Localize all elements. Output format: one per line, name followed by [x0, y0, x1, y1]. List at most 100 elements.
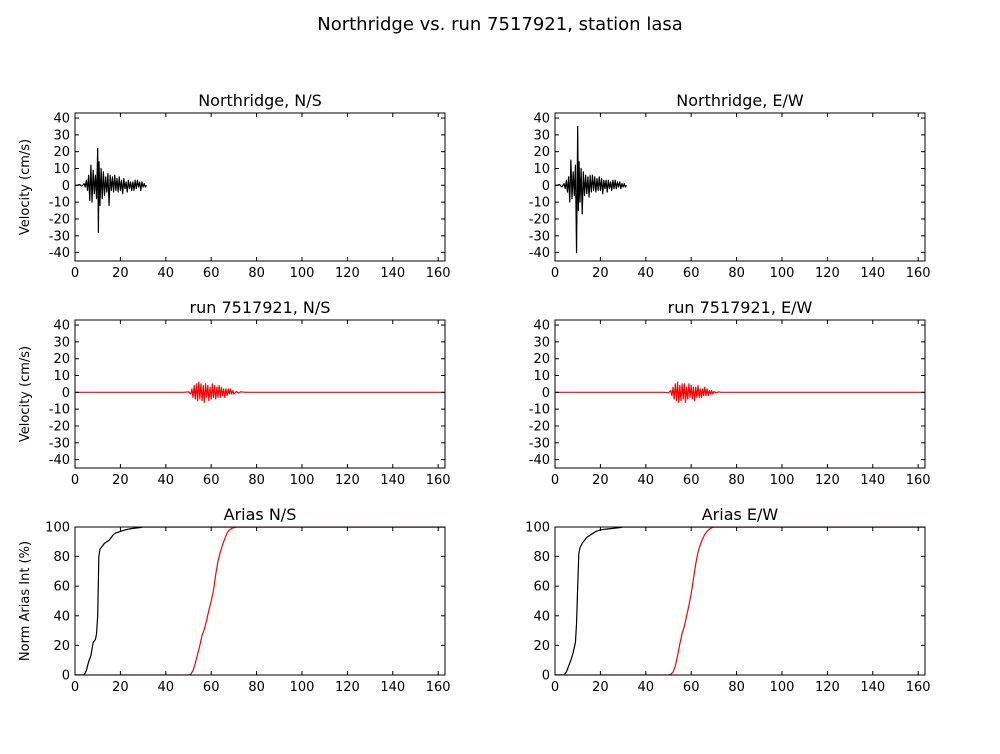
y-tick-label: 40: [53, 319, 70, 334]
y-tick-label: -10: [49, 403, 70, 418]
subplot-title: Northridge, E/W: [676, 91, 804, 110]
x-tick-label: 160: [426, 266, 451, 281]
y-tick-label: -10: [529, 196, 550, 211]
x-tick-label: 60: [203, 680, 220, 695]
x-tick-label: 160: [426, 473, 451, 488]
x-tick-label: 20: [112, 266, 129, 281]
y-tick-label: 60: [53, 580, 70, 595]
x-tick-label: 80: [728, 680, 745, 695]
x-tick-label: 120: [815, 266, 840, 281]
subplot-title: Northridge, N/S: [198, 91, 322, 110]
subplot-title: Arias E/W: [702, 505, 779, 524]
y-tick-label: 30: [533, 335, 550, 350]
x-tick-label: 100: [770, 473, 795, 488]
y-tick-label: -30: [49, 229, 70, 244]
figure-title: Northridge vs. run 7517921, station lasa: [317, 14, 683, 35]
x-tick-label: 140: [860, 266, 885, 281]
x-tick-label: 140: [860, 473, 885, 488]
x-tick-label: 0: [551, 266, 559, 281]
subplot-5: 0 20 40 60 80 100 120 140 160 100 80 60 40 20 0 Arias N…: [18, 505, 451, 695]
series-line-1: [555, 527, 925, 675]
y-tick-label: -40: [49, 246, 70, 261]
x-tick-label: 120: [335, 680, 360, 695]
x-tick-label: 120: [815, 473, 840, 488]
x-tick-label: 140: [380, 266, 405, 281]
subplot-4: 0 20 40 60 80 100 120 140 160403020100-10-20-30-…: [529, 298, 931, 488]
x-tick-label: 60: [203, 473, 220, 488]
y-tick-label: -20: [49, 212, 70, 227]
subplot-title: run 7517921, E/W: [668, 298, 813, 317]
axes-frame: [554, 319, 926, 469]
axes-frame: [554, 112, 926, 262]
y-tick-label: 20: [53, 639, 70, 654]
y-tick-label: 10: [533, 162, 550, 177]
y-tick-label: -10: [529, 403, 550, 418]
y-tick-label: -30: [49, 436, 70, 451]
axes-frame: [74, 319, 446, 469]
x-tick-label: 160: [906, 266, 931, 281]
y-tick-label: 80: [533, 550, 550, 565]
x-tick-label: 40: [158, 680, 175, 695]
y-tick-label: 0: [62, 669, 70, 684]
x-tick-label: 140: [860, 680, 885, 695]
y-tick-label: 20: [53, 145, 70, 160]
y-tick-label: 0: [62, 386, 70, 401]
x-tick-label: 80: [248, 680, 265, 695]
y-tick-label: 0: [542, 669, 550, 684]
series-line-2: [75, 527, 445, 675]
x-tick-label: 120: [815, 680, 840, 695]
x-tick-label: 100: [770, 266, 795, 281]
x-tick-label: 80: [248, 266, 265, 281]
y-tick-label: 10: [53, 162, 70, 177]
x-tick-label: 160: [906, 473, 931, 488]
axes-frame: [74, 112, 446, 262]
y-tick-label: 30: [53, 128, 70, 143]
y-tick-label: 30: [53, 335, 70, 350]
x-tick-label: 120: [335, 266, 360, 281]
x-tick-label: 140: [380, 473, 405, 488]
x-tick-label: 100: [290, 473, 315, 488]
x-tick-label: 0: [71, 266, 79, 281]
x-tick-label: 140: [380, 680, 405, 695]
series-line-1: [75, 527, 445, 675]
x-tick-label: 80: [248, 473, 265, 488]
subplot-title: run 7517921, N/S: [190, 298, 331, 317]
y-tick-label: -40: [49, 453, 70, 468]
x-tick-label: 60: [683, 473, 700, 488]
y-tick-label: -10: [49, 196, 70, 211]
y-tick-label: 30: [533, 128, 550, 143]
y-tick-label: 40: [533, 112, 550, 127]
x-tick-label: 160: [906, 680, 931, 695]
y-tick-label: 40: [53, 112, 70, 127]
subplot-1: 0 20 40 60 80 100 120 140 160403020100-10-20-30-…: [18, 91, 451, 281]
y-tick-label: 40: [533, 609, 550, 624]
y-tick-label: 40: [53, 609, 70, 624]
y-tick-label: -20: [529, 419, 550, 434]
y-tick-label: 20: [533, 639, 550, 654]
x-tick-label: 40: [638, 473, 655, 488]
x-tick-label: 0: [71, 680, 79, 695]
series-line-1: [75, 381, 445, 404]
x-tick-label: 60: [683, 680, 700, 695]
x-tick-label: 60: [203, 266, 220, 281]
y-tick-label: 60: [533, 580, 550, 595]
y-tick-label: 20: [53, 352, 70, 367]
x-tick-label: 100: [770, 680, 795, 695]
x-tick-label: 0: [551, 473, 559, 488]
y-tick-label: 0: [62, 179, 70, 194]
series-line-1: [555, 125, 627, 254]
x-tick-label: 120: [335, 473, 360, 488]
x-tick-label: 20: [112, 473, 129, 488]
series-line-1: [555, 381, 925, 404]
x-tick-label: 20: [112, 680, 129, 695]
x-tick-label: 20: [592, 473, 609, 488]
axes-frame: [554, 526, 926, 676]
y-axis-label: Velocity (cm/s): [18, 139, 33, 235]
x-tick-label: 80: [728, 266, 745, 281]
x-tick-label: 100: [290, 266, 315, 281]
y-tick-label: 0: [542, 386, 550, 401]
y-axis-label: Norm Arias Int (%): [18, 541, 33, 661]
y-tick-label: 20: [533, 352, 550, 367]
y-tick-label: 10: [53, 369, 70, 384]
